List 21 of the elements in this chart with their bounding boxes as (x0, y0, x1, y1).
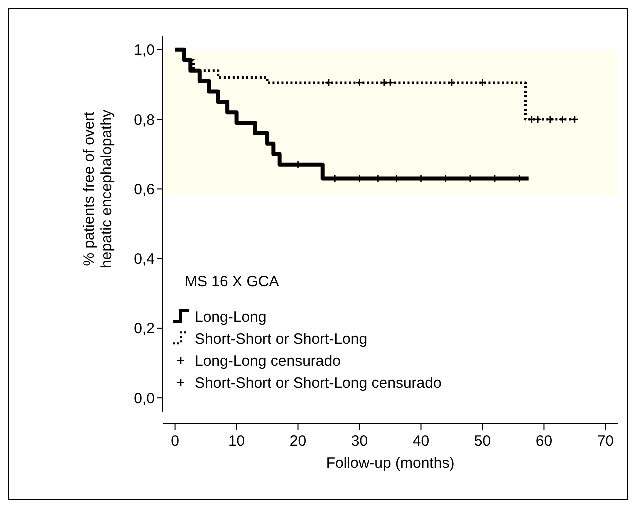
legend-label: Short-Short or Short-Long (195, 330, 368, 348)
x-tick-label: 20 (290, 433, 307, 450)
y-tick-label: 0,6 (134, 181, 155, 198)
legend-label: Long-Long censurado (195, 352, 341, 370)
y-tick-label: 0,8 (134, 112, 155, 129)
legend-label: Short-Short or Short-Long censurado (195, 374, 442, 392)
x-tick-label: 40 (412, 433, 430, 450)
x-tick-label: 30 (351, 433, 368, 450)
x-axis-title: Follow-up (months) (326, 455, 455, 472)
y-tick-label: 0,2 (134, 320, 155, 338)
x-tick-label: 60 (536, 433, 553, 450)
x-tick-label: 70 (597, 433, 614, 450)
legend-label: Long-Long (195, 308, 267, 326)
y-tick-label: 0,4 (134, 251, 155, 268)
x-tick-label: 0 (171, 433, 180, 450)
y-tick-label: 1,0 (134, 42, 155, 60)
y-axis-title: % patients free of overt hepatic encephalopathy (81, 109, 116, 268)
x-tick-label: 10 (228, 433, 246, 450)
legend-title: MS 16 X GCA (185, 274, 280, 291)
y-tick-label: 0,0 (134, 390, 155, 408)
x-tick-label: 50 (474, 433, 492, 450)
